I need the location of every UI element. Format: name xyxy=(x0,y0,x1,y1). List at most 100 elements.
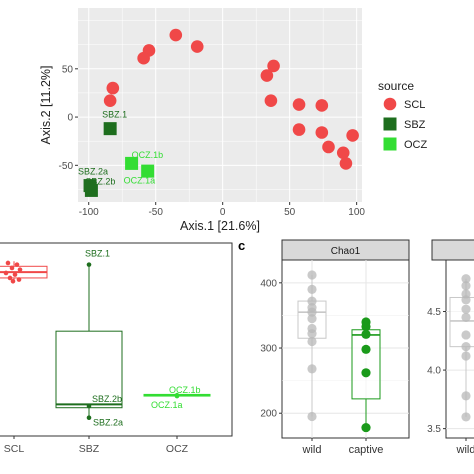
chao1-y-tick-label: 300 xyxy=(260,344,277,355)
shannon-point-wild xyxy=(461,391,471,401)
chao1-point-captive xyxy=(361,321,371,332)
pca-point-scl xyxy=(336,146,350,160)
shannon-y-tick-label: 4.5 xyxy=(427,307,441,318)
chao1-point-wild xyxy=(307,270,317,280)
pca-legend-title: source xyxy=(378,79,414,93)
chao1-point-wild xyxy=(307,307,317,317)
chao1-point-captive xyxy=(361,422,371,433)
chao1-point-wild xyxy=(307,364,317,374)
shannon-y-tick-label: 3.5 xyxy=(427,424,441,435)
chao1-point-captive xyxy=(361,329,371,339)
panel-letter-c: c xyxy=(238,238,245,253)
box-point-label: OCZ.1b xyxy=(169,385,201,395)
pca-x-tick-label: -50 xyxy=(148,207,163,218)
pca-point-scl xyxy=(190,40,204,53)
shannon-point-wild xyxy=(461,342,471,352)
box-point-scl xyxy=(12,272,18,277)
chao1-point-wild xyxy=(307,314,317,324)
box-point-sbz xyxy=(86,262,92,267)
pca-point-scl xyxy=(260,69,274,82)
chao1-point-wild xyxy=(307,329,317,339)
box-point-scl xyxy=(9,265,15,271)
box-point-label: SBZ.1 xyxy=(85,249,110,259)
pca-point-label: SBZ.2b xyxy=(85,176,115,186)
shannon-point-wild xyxy=(461,351,471,361)
pca-point-scl xyxy=(315,99,329,112)
pca-x-tick-label: 50 xyxy=(284,207,296,218)
pca-point-scl xyxy=(292,123,306,136)
pca-point-scl xyxy=(137,51,150,65)
pca-point-label: SBZ.1 xyxy=(102,110,127,120)
chao1-x-tick-label: captive xyxy=(349,444,384,456)
shannon-point-wild xyxy=(461,281,471,291)
chao1-point-captive xyxy=(361,368,371,378)
box-point-scl xyxy=(14,262,20,267)
pca-point-scl xyxy=(322,140,335,154)
pca-point-scl xyxy=(267,59,280,73)
shannon-facet-strip xyxy=(431,239,474,261)
box-point-label: SBZ.2a xyxy=(93,418,123,428)
chao1-point-captive xyxy=(361,344,371,354)
pca-point-label: OCZ.1b xyxy=(132,150,164,160)
box-point-scl xyxy=(16,277,22,282)
box-x-tick-label: SCL xyxy=(4,443,25,455)
shannon-y-tick-label: 4.0 xyxy=(427,366,441,377)
pca-legend-key-ocz xyxy=(383,137,397,151)
pca-point-scl xyxy=(346,129,359,142)
pca-point-scl xyxy=(339,157,353,170)
pca-legend-key-scl xyxy=(383,97,397,111)
box-panel-border xyxy=(0,242,233,437)
shannon-point-wild xyxy=(461,412,471,422)
pca-point-ocz xyxy=(125,156,139,170)
chao1-point-wild xyxy=(307,411,317,422)
chao1-point-wild xyxy=(307,336,317,347)
chao1-point-wild xyxy=(307,284,317,294)
box-point-sbz xyxy=(86,415,92,420)
chao1-y-tick-label: 200 xyxy=(260,409,277,420)
box-point-label: OCZ.1a xyxy=(151,400,183,410)
pca-x-tick-label: 100 xyxy=(348,207,365,218)
box-point-scl xyxy=(5,260,11,266)
box-x-tick-label: SBZ xyxy=(79,443,100,455)
pca-point-label: OCZ.1a xyxy=(124,175,156,185)
pca-label-leader xyxy=(91,186,96,191)
pca-point-label: SBZ.2a xyxy=(78,167,108,177)
shannon-box-wild xyxy=(449,296,474,348)
pca-legend-entry: OCZ xyxy=(404,139,428,151)
shannon-point-wild xyxy=(461,312,471,322)
pca-y-tick-label: -50 xyxy=(59,161,74,172)
box-point-scl xyxy=(7,275,13,281)
chao1-point-wild xyxy=(307,296,317,306)
pca-point-scl xyxy=(103,94,117,107)
shannon-point-wild xyxy=(461,295,471,305)
pca-point-scl xyxy=(169,28,183,42)
box-point-label: SBZ.2b xyxy=(92,394,122,404)
pca-legend-entry: SBZ xyxy=(404,119,426,131)
box-point-scl xyxy=(10,278,16,284)
pca-x-tick-label: -100 xyxy=(79,207,99,218)
chao1-box-captive xyxy=(351,329,381,400)
pca-legend-entry: SCL xyxy=(404,99,425,111)
pca-point-sbz xyxy=(103,122,117,136)
pca-legend-key-sbz xyxy=(383,117,397,131)
box-point-sbz xyxy=(86,403,92,409)
pca-point-ocz xyxy=(141,164,155,178)
pca-point-scl xyxy=(292,98,306,111)
shannon-point-wild xyxy=(461,304,471,314)
box-point-scl xyxy=(3,270,9,276)
chao1-facet-label: Chao1 xyxy=(331,246,361,257)
pca-point-scl xyxy=(264,94,278,107)
shannon-point-wild xyxy=(461,330,471,340)
pca-y-axis-title: Axis.2 [11.2%] xyxy=(39,66,53,145)
box-point-scl xyxy=(17,267,23,272)
pca-x-tick-label: 0 xyxy=(220,207,226,218)
chao1-y-tick-label: 400 xyxy=(260,278,277,289)
pca-x-axis-title: Axis.1 [21.6%] xyxy=(180,219,260,233)
box-iqr-sbz xyxy=(55,330,123,409)
shannon-point-wild xyxy=(461,274,471,284)
pca-y-tick-label: 0 xyxy=(67,113,73,124)
chao1-x-tick-label: wild xyxy=(302,444,322,456)
pca-y-tick-label: 50 xyxy=(62,64,74,75)
box-point-ocz xyxy=(174,393,180,399)
